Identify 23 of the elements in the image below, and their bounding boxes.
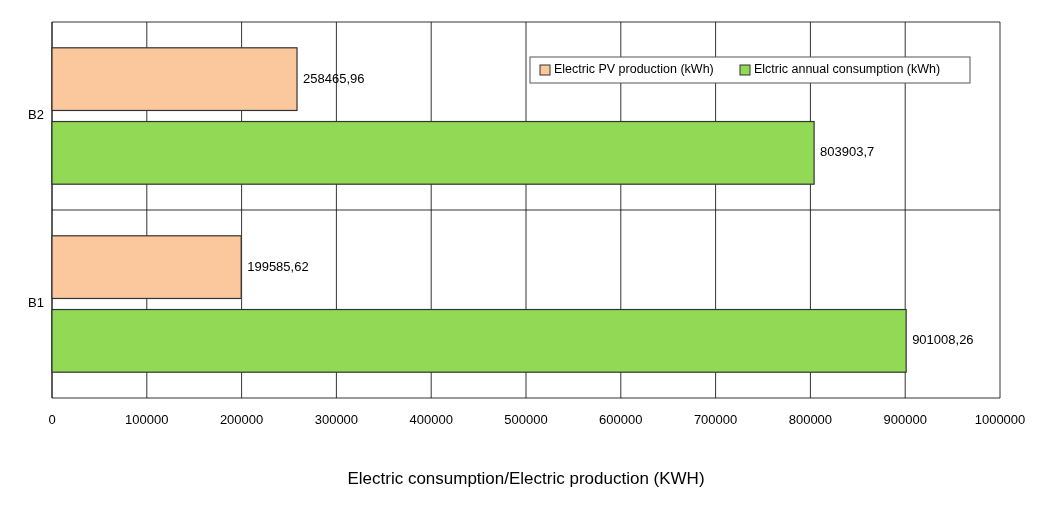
bar bbox=[51, 235, 242, 300]
x-tick-label: 800000 bbox=[788, 412, 833, 427]
y-tick-label: B2 bbox=[28, 107, 44, 123]
x-tick-label: 400000 bbox=[409, 412, 453, 427]
x-tick-label: 900000 bbox=[883, 412, 927, 427]
data-label: 901008,26 bbox=[912, 332, 974, 348]
x-axis-title: Electric consumption/Electric production (KWH) bbox=[347, 469, 705, 488]
x-tick-label: 0 bbox=[48, 412, 56, 427]
x-tick-label: 600000 bbox=[599, 412, 643, 427]
x-tick-label: 100000 bbox=[125, 412, 169, 427]
legend-label: Elctric annual consumption (kWh) bbox=[754, 62, 941, 77]
x-tick-label: 1000000 bbox=[974, 412, 1026, 427]
y-tick-label: B1 bbox=[28, 295, 44, 311]
bar bbox=[51, 120, 815, 185]
bar bbox=[51, 47, 298, 112]
data-label: 199585,62 bbox=[247, 258, 309, 274]
data-label: 803903,7 bbox=[820, 144, 875, 160]
legend-label: Electric PV production (kWh) bbox=[554, 62, 714, 77]
x-tick-label: 700000 bbox=[693, 412, 738, 427]
x-tick-label: 500000 bbox=[504, 412, 548, 427]
x-tick-label: 300000 bbox=[314, 412, 359, 427]
x-tick-label: 200000 bbox=[219, 412, 264, 427]
bar bbox=[51, 308, 907, 373]
